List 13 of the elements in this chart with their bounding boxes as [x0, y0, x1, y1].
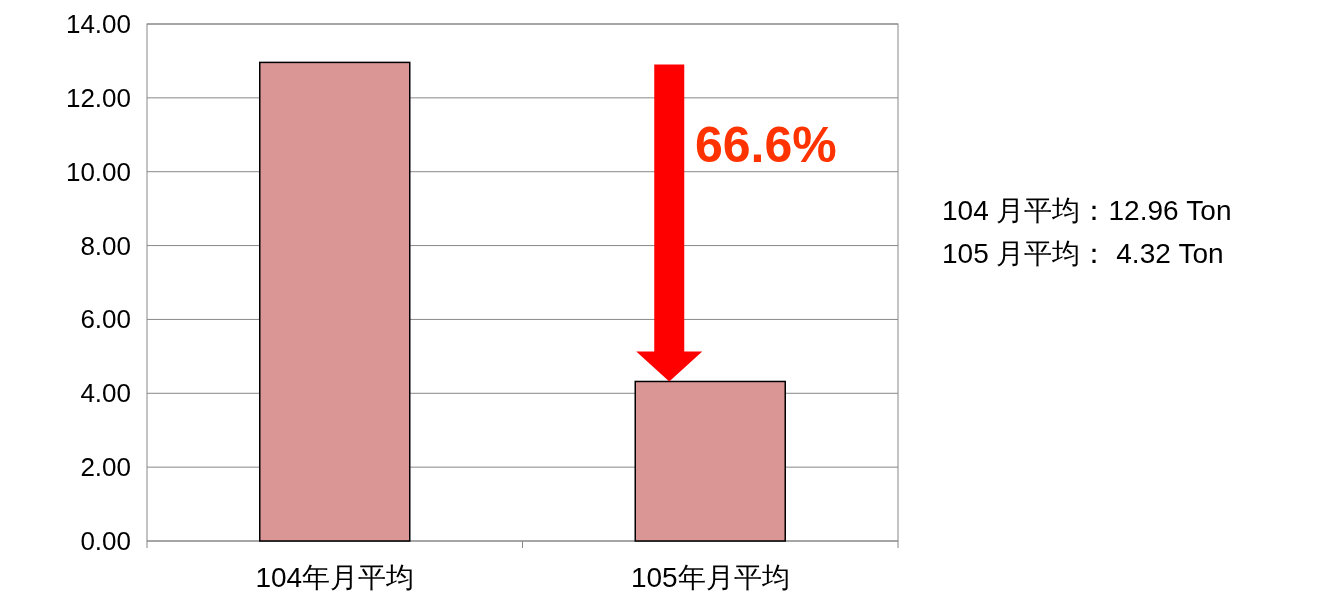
x-tick-label: 105年月平均 [630, 562, 790, 593]
text: 105 月平均： 4.32 Ton [942, 238, 1224, 269]
x-tick-label: 104年月平均 [255, 562, 415, 593]
y-tick-label: 0.00 [80, 526, 131, 556]
y-tick-label: 10.00 [65, 156, 131, 187]
y-tick-label: 12.00 [65, 82, 131, 113]
y-tick-label: 4.00 [80, 378, 131, 409]
y-tick-label: 8.00 [80, 230, 131, 261]
y-tick-label: 2.00 [80, 452, 131, 483]
y-tick-label: 14.00 [65, 9, 131, 39]
annotation: 66.6% [695, 117, 837, 173]
y-tick-label: 6.00 [80, 304, 131, 335]
text: 104 月平均：12.96 Ton [942, 195, 1232, 226]
